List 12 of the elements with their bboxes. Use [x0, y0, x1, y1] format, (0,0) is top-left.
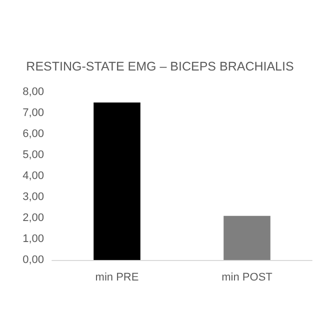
- x-tick-label: min PRE: [95, 272, 139, 284]
- chart-title: RESTING-STATE EMG – BICEPS BRACHIALIS: [26, 60, 294, 74]
- y-tick-label: 7,00: [22, 107, 44, 119]
- y-tick-label: 3,00: [22, 191, 44, 203]
- y-tick-label: 0,00: [22, 254, 44, 266]
- y-tick-label: 2,00: [22, 212, 44, 224]
- y-tick-label: 8,00: [22, 86, 44, 98]
- y-tick-label: 1,00: [22, 233, 44, 245]
- y-tick-label: 5,00: [22, 149, 44, 161]
- y-tick-label: 4,00: [22, 170, 44, 182]
- y-tick-label: 6,00: [22, 128, 44, 140]
- x-tick-label: min POST: [222, 272, 273, 284]
